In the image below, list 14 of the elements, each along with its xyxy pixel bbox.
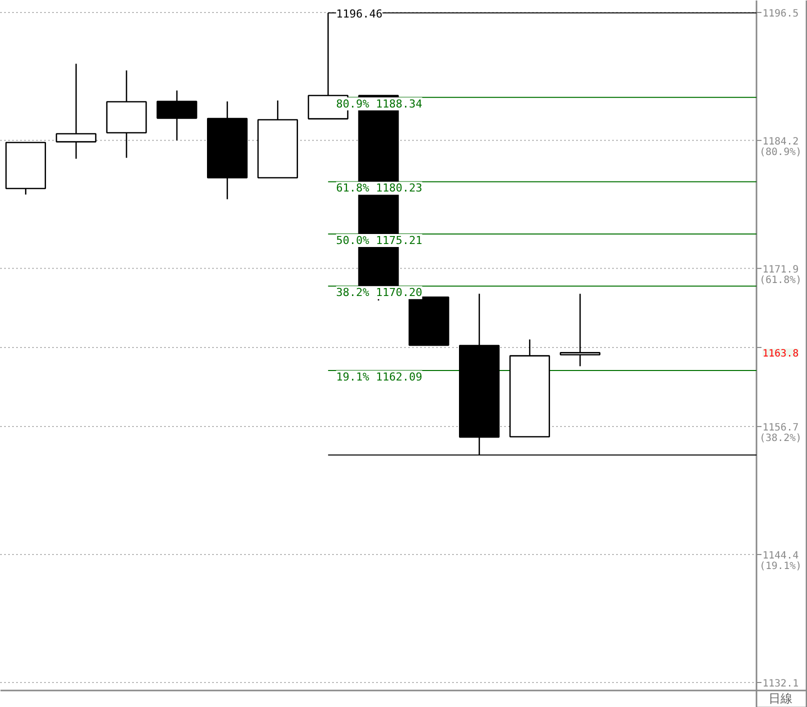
ref-line-label: 80.9% 1188.34 <box>336 97 423 110</box>
y-tick-label: 1196.5 <box>762 8 799 20</box>
ref-line-label: 1196.46 <box>336 7 382 20</box>
ref-line-label: 19.1% 1162.09 <box>336 370 422 384</box>
ref-line-label: 61.8% 1180.23 <box>336 182 422 195</box>
y-tick-label: 1132.1 <box>762 678 799 690</box>
text: 1163.8 <box>762 348 799 360</box>
y-tick-label: 1144.4 (19.1%) <box>760 550 802 572</box>
ref-line-label: 38.2% 1170.20 <box>336 286 422 300</box>
y-tick-label: 1156.7 (38.2%) <box>760 422 802 444</box>
y-tick-label: 1184.2 (80.9%) <box>760 136 802 158</box>
y-tick-label: 1171.9 (61.8%) <box>760 264 802 286</box>
text: 日線 <box>768 692 792 706</box>
ref-line-label: 50.0% 1175.21 <box>336 234 422 247</box>
